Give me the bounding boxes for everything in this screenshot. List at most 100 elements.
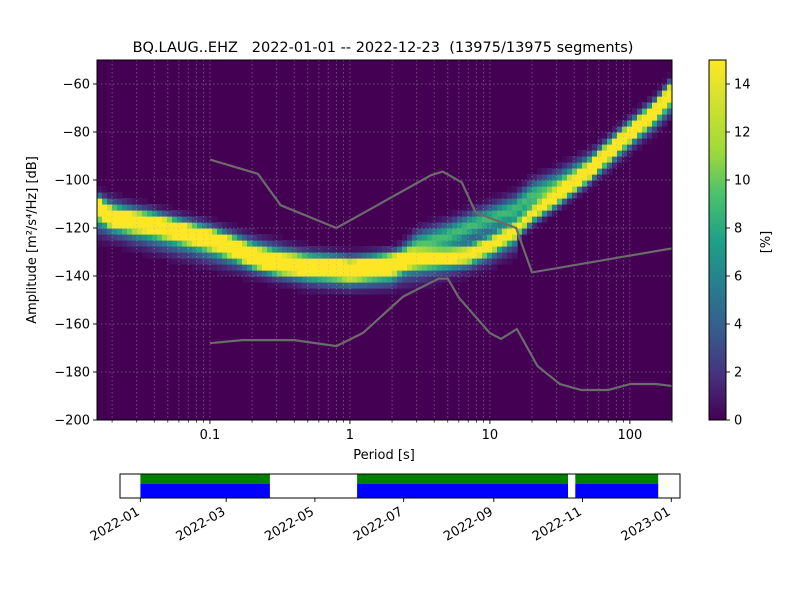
heatmap-cell: [432, 234, 438, 241]
heatmap-cell: [637, 108, 643, 115]
heatmap-cell: [162, 228, 168, 235]
heatmap-cell: [307, 276, 313, 283]
heatmap-cell: [532, 192, 538, 199]
heatmap-cell: [527, 192, 533, 199]
heatmap-cell: [97, 192, 103, 199]
heatmap-cell: [202, 234, 208, 241]
heatmap-cell: [512, 204, 518, 211]
heatmap-cell: [282, 282, 288, 289]
heatmap-cell: [642, 138, 648, 145]
timeline-segment-upper: [140, 474, 270, 484]
heatmap-cell: [512, 228, 518, 235]
heatmap-cell: [492, 222, 498, 229]
heatmap-cell: [497, 258, 503, 265]
heatmap-cell: [617, 150, 623, 157]
heatmap-cell: [577, 192, 583, 199]
heatmap-cell: [212, 240, 218, 247]
heatmap-cell: [332, 246, 338, 253]
heatmap-cell: [312, 246, 318, 253]
heatmap-cell: [482, 252, 488, 259]
heatmap-cell: [327, 288, 333, 295]
heatmap-cell: [112, 210, 118, 217]
heatmap-cell: [252, 228, 258, 235]
heatmap-cell: [522, 228, 528, 235]
high-noise-model-line: [209, 158, 672, 274]
heatmap-cell: [442, 216, 448, 223]
heatmap-cell: [392, 282, 398, 289]
heatmap-cell: [97, 228, 103, 235]
heatmap-cell: [377, 264, 383, 271]
heatmap-cell: [422, 246, 428, 253]
heatmap-cell: [157, 216, 163, 223]
heatmap-cell: [167, 252, 173, 259]
heatmap-cell: [502, 216, 508, 223]
heatmap-cell: [657, 114, 663, 121]
heatmap-cell: [137, 204, 143, 211]
heatmap-cell: [492, 228, 498, 235]
heatmap-cell: [647, 126, 653, 133]
heatmap-cell: [492, 192, 498, 199]
heatmap-cell: [622, 120, 628, 127]
heatmap-cell: [222, 222, 228, 229]
heatmap-cell: [422, 270, 428, 277]
heatmap-cell: [462, 252, 468, 259]
heatmap-cell: [317, 282, 323, 289]
heatmap-cell: [157, 240, 163, 247]
heatmap-cell: [477, 216, 483, 223]
heatmap-cell: [277, 234, 283, 241]
heatmap-cell: [472, 204, 478, 211]
heatmap-cell: [422, 276, 428, 283]
heatmap-cell: [267, 240, 273, 247]
heatmap-cell: [152, 204, 158, 211]
heatmap-cell: [162, 204, 168, 211]
heatmap-cell: [167, 228, 173, 235]
heatmap-cell: [362, 264, 368, 271]
heatmap-cell: [647, 132, 653, 139]
heatmap-cell: [587, 162, 593, 169]
heatmap-cell: [442, 240, 448, 247]
heatmap-cell: [252, 258, 258, 265]
heatmap-cell: [432, 258, 438, 265]
heatmap-cell: [232, 258, 238, 265]
heatmap-cell: [662, 120, 668, 127]
heatmap-cell: [437, 216, 443, 223]
x-axis: 0.1 1 10 100: [111, 420, 673, 443]
heatmap-cell: [582, 150, 588, 157]
heatmap-cell: [482, 234, 488, 241]
heatmap-cell: [277, 276, 283, 283]
heatmap-cell: [527, 228, 533, 235]
heatmap-cell: [122, 228, 128, 235]
heatmap-cell: [607, 150, 613, 157]
heatmap-cell: [582, 174, 588, 181]
heatmap-cell: [487, 228, 493, 235]
heatmap-cell: [242, 228, 248, 235]
heatmap-cell: [422, 264, 428, 271]
heatmap-cell: [347, 252, 353, 259]
heatmap-cell: [432, 252, 438, 259]
heatmap-cell: [297, 246, 303, 253]
heatmap-cell: [492, 240, 498, 247]
colorbar-label: [%]: [759, 231, 774, 254]
heatmap-cell: [522, 204, 528, 211]
colorbar-tick-label: 14: [734, 78, 751, 93]
heatmap-cell: [367, 276, 373, 283]
heatmap-cell: [537, 174, 543, 181]
heatmap-cell: [512, 192, 518, 199]
heatmap-cell: [287, 252, 293, 259]
heatmap-cell: [342, 276, 348, 283]
heatmap-cell: [342, 270, 348, 277]
heatmap-cell: [367, 246, 373, 253]
heatmap-cell: [277, 246, 283, 253]
heatmap-cell: [167, 258, 173, 265]
heatmap-cell: [372, 288, 378, 295]
heatmap-cell: [307, 258, 313, 265]
heatmap-cell: [457, 270, 463, 277]
heatmap-cell: [437, 234, 443, 241]
heatmap-cell: [337, 270, 343, 277]
heatmap-cell: [467, 222, 473, 229]
heatmap-cell: [477, 246, 483, 253]
heatmap-cell: [577, 168, 583, 175]
heatmap-cell: [217, 240, 223, 247]
heatmap-cell: [177, 240, 183, 247]
heatmap-cell: [297, 240, 303, 247]
